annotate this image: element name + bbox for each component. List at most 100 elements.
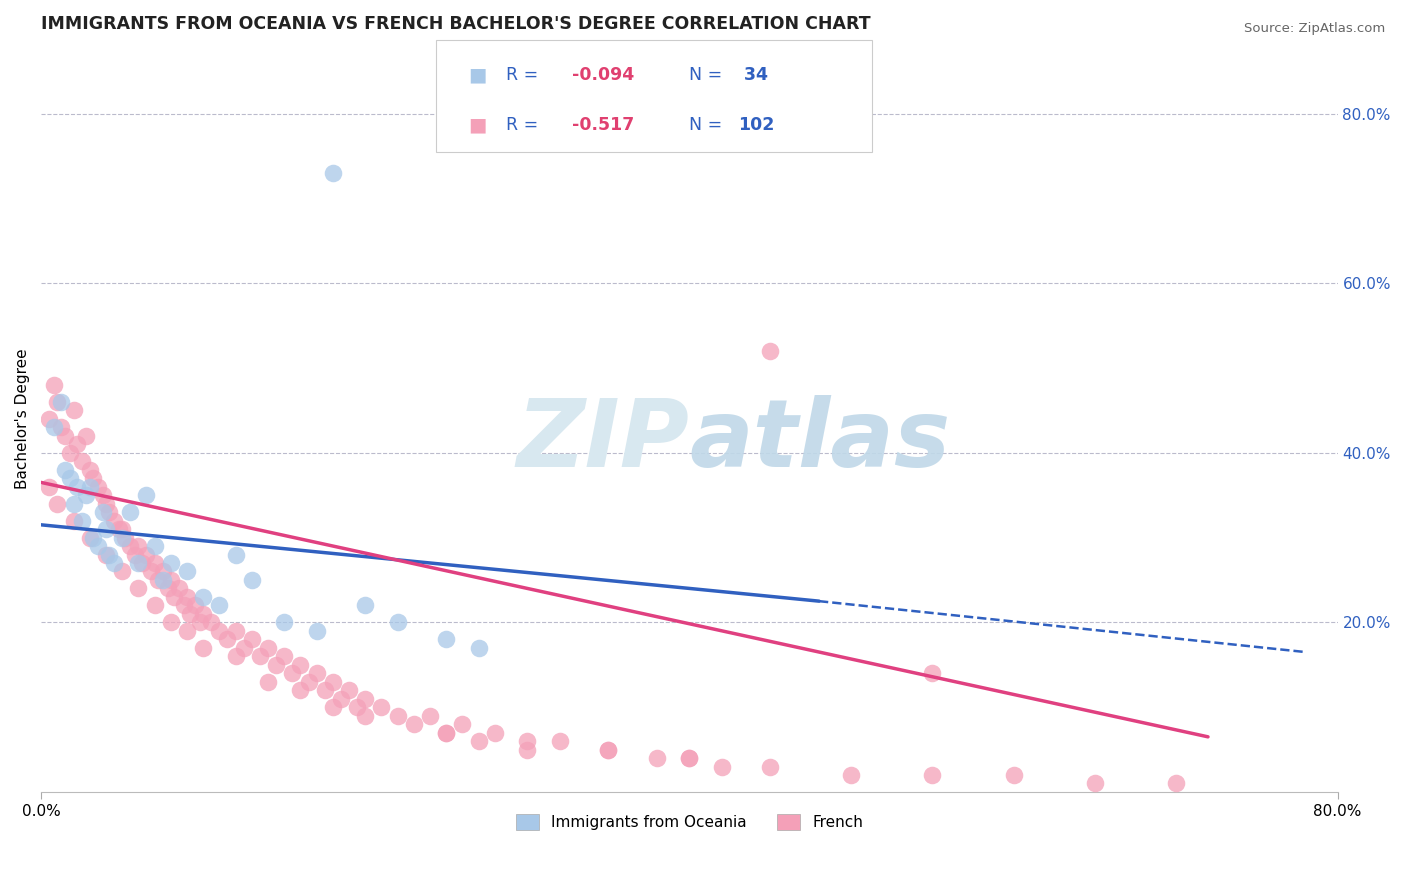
Point <box>193 607 215 621</box>
Text: ■: ■ <box>468 66 486 85</box>
Point <box>217 632 239 647</box>
Point <box>225 649 247 664</box>
Point <box>176 590 198 604</box>
Point <box>305 624 328 638</box>
Point <box>354 691 377 706</box>
Point <box>103 514 125 528</box>
Point <box>141 565 163 579</box>
Point <box>240 573 263 587</box>
Point <box>66 437 89 451</box>
Point <box>66 480 89 494</box>
Point <box>200 615 222 630</box>
Point <box>225 548 247 562</box>
Text: -0.094: -0.094 <box>572 66 634 85</box>
Point <box>645 751 668 765</box>
Point <box>62 514 84 528</box>
Point <box>402 717 425 731</box>
Point <box>59 471 82 485</box>
Point <box>188 615 211 630</box>
Point <box>120 505 142 519</box>
Point <box>55 463 77 477</box>
Point <box>143 556 166 570</box>
Point <box>108 522 131 536</box>
Point <box>208 624 231 638</box>
Point <box>46 497 69 511</box>
Point <box>232 640 254 655</box>
Point <box>1164 776 1187 790</box>
Point <box>841 768 863 782</box>
Point <box>322 166 344 180</box>
Point <box>94 548 117 562</box>
Point <box>257 640 280 655</box>
Text: 34: 34 <box>738 66 768 85</box>
Point <box>135 548 157 562</box>
Point <box>467 640 489 655</box>
Point <box>127 556 149 570</box>
Point <box>46 395 69 409</box>
Point <box>76 488 98 502</box>
Point <box>1083 776 1105 790</box>
Point <box>124 548 146 562</box>
Point <box>70 514 93 528</box>
Point <box>314 683 336 698</box>
Point <box>346 700 368 714</box>
Point <box>240 632 263 647</box>
Point <box>167 582 190 596</box>
Point <box>387 615 409 630</box>
Point <box>62 403 84 417</box>
Point <box>42 377 65 392</box>
Point <box>176 565 198 579</box>
Text: N =: N = <box>689 66 728 85</box>
Point <box>193 590 215 604</box>
Point <box>135 488 157 502</box>
Point <box>678 751 700 765</box>
Point <box>516 734 538 748</box>
Point <box>759 343 782 358</box>
Point <box>921 666 943 681</box>
Point <box>290 683 312 698</box>
Point <box>76 429 98 443</box>
Text: 102: 102 <box>738 116 775 134</box>
Point <box>451 717 474 731</box>
Point <box>159 615 181 630</box>
Point <box>1002 768 1025 782</box>
Point <box>249 649 271 664</box>
Text: IMMIGRANTS FROM OCEANIA VS FRENCH BACHELOR'S DEGREE CORRELATION CHART: IMMIGRANTS FROM OCEANIA VS FRENCH BACHEL… <box>41 15 870 33</box>
Point <box>281 666 304 681</box>
Point <box>273 615 295 630</box>
Point <box>159 556 181 570</box>
Point <box>257 674 280 689</box>
Point <box>127 539 149 553</box>
Legend: Immigrants from Oceania, French: Immigrants from Oceania, French <box>509 808 869 837</box>
Point <box>467 734 489 748</box>
Point <box>710 759 733 773</box>
Point <box>159 573 181 587</box>
Point <box>98 548 121 562</box>
Point <box>120 539 142 553</box>
Point <box>62 497 84 511</box>
Point <box>322 674 344 689</box>
Point <box>921 768 943 782</box>
Point <box>87 539 110 553</box>
Point <box>59 446 82 460</box>
Point <box>98 505 121 519</box>
Point <box>38 412 60 426</box>
Point <box>131 556 153 570</box>
Point <box>79 463 101 477</box>
Point <box>152 573 174 587</box>
Point <box>114 531 136 545</box>
Point <box>111 565 134 579</box>
Point <box>38 480 60 494</box>
Point <box>143 599 166 613</box>
Point <box>354 708 377 723</box>
Point <box>208 599 231 613</box>
Text: N =: N = <box>689 116 728 134</box>
Point <box>82 531 104 545</box>
Point <box>297 674 319 689</box>
Point <box>193 640 215 655</box>
Point <box>79 531 101 545</box>
Point <box>264 657 287 672</box>
Point <box>678 751 700 765</box>
Point <box>484 725 506 739</box>
Text: -0.517: -0.517 <box>572 116 634 134</box>
